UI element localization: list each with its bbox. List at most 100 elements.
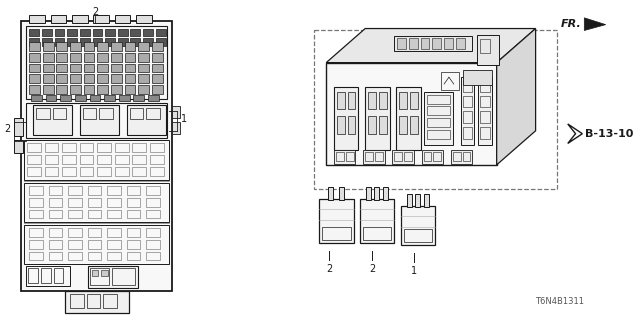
Bar xyxy=(45,143,58,152)
Bar xyxy=(46,95,56,100)
Bar xyxy=(97,53,108,62)
Bar xyxy=(424,92,453,145)
Bar xyxy=(118,28,127,36)
Bar xyxy=(339,187,344,200)
Bar xyxy=(70,294,84,308)
Bar xyxy=(420,38,429,49)
Bar xyxy=(426,118,450,127)
Bar xyxy=(365,152,373,161)
Bar xyxy=(127,252,140,260)
Polygon shape xyxy=(326,28,536,63)
Bar xyxy=(480,39,490,53)
Bar xyxy=(29,53,40,62)
Bar xyxy=(319,199,353,243)
Bar xyxy=(31,95,42,100)
Bar xyxy=(93,38,102,46)
Bar xyxy=(43,53,54,62)
Bar xyxy=(146,210,160,219)
Bar xyxy=(152,42,163,51)
Bar xyxy=(90,268,109,285)
Bar xyxy=(152,53,163,62)
Bar xyxy=(138,74,149,83)
Bar xyxy=(133,95,144,100)
Text: 2: 2 xyxy=(92,7,99,17)
Bar xyxy=(143,28,153,36)
Bar xyxy=(143,38,153,46)
Bar xyxy=(49,198,62,207)
Bar xyxy=(84,42,95,51)
Bar xyxy=(119,95,129,100)
Bar xyxy=(444,38,453,49)
Bar xyxy=(115,15,131,23)
Bar xyxy=(80,28,90,36)
Bar xyxy=(97,143,111,152)
Bar xyxy=(152,74,163,83)
Bar xyxy=(115,167,129,176)
Bar xyxy=(426,95,450,103)
Bar xyxy=(131,28,140,36)
Text: 1: 1 xyxy=(181,114,188,124)
Bar xyxy=(150,155,164,164)
Bar xyxy=(132,167,146,176)
Text: B-13-10: B-13-10 xyxy=(585,129,634,139)
Bar xyxy=(150,167,164,176)
Bar xyxy=(90,95,100,100)
Bar xyxy=(84,74,95,83)
Bar xyxy=(83,108,97,119)
Bar xyxy=(42,38,52,46)
Bar xyxy=(43,42,54,51)
Bar xyxy=(60,95,71,100)
Bar xyxy=(28,143,41,152)
Bar xyxy=(56,64,67,72)
Bar xyxy=(364,227,392,240)
Bar xyxy=(334,150,355,164)
Bar xyxy=(365,87,390,150)
Bar xyxy=(107,240,121,249)
Bar xyxy=(146,198,160,207)
Bar xyxy=(480,111,490,123)
Bar xyxy=(107,252,121,260)
Bar xyxy=(49,240,62,249)
Bar xyxy=(407,194,412,207)
Bar xyxy=(29,240,43,249)
Bar xyxy=(366,187,371,200)
Bar xyxy=(88,266,138,288)
Bar xyxy=(480,127,490,139)
Bar xyxy=(45,155,58,164)
Bar xyxy=(112,268,136,285)
Bar xyxy=(424,152,431,161)
Bar xyxy=(397,38,406,49)
Bar xyxy=(125,85,136,94)
Bar xyxy=(43,74,54,83)
Bar xyxy=(146,108,160,119)
Text: FR.: FR. xyxy=(561,19,581,29)
Bar xyxy=(105,28,115,36)
Bar xyxy=(68,198,82,207)
Bar xyxy=(28,268,38,283)
Bar xyxy=(394,36,472,51)
Bar xyxy=(107,186,121,195)
Bar xyxy=(111,53,122,62)
Bar xyxy=(80,155,93,164)
Bar xyxy=(152,85,163,94)
Bar xyxy=(97,42,108,51)
Bar xyxy=(379,92,387,109)
Bar xyxy=(404,152,412,161)
Bar xyxy=(451,150,472,164)
Bar xyxy=(62,143,76,152)
Bar xyxy=(146,186,160,195)
Bar xyxy=(56,74,67,83)
Bar xyxy=(84,64,95,72)
Bar xyxy=(88,198,101,207)
Bar xyxy=(127,210,140,219)
Bar xyxy=(127,228,140,237)
Bar xyxy=(29,228,43,237)
Bar xyxy=(127,198,140,207)
Bar xyxy=(43,85,54,94)
Bar xyxy=(456,38,465,49)
Bar xyxy=(152,64,163,72)
Bar xyxy=(45,167,58,176)
Bar xyxy=(13,118,24,136)
Polygon shape xyxy=(497,28,536,165)
Bar xyxy=(415,194,420,207)
